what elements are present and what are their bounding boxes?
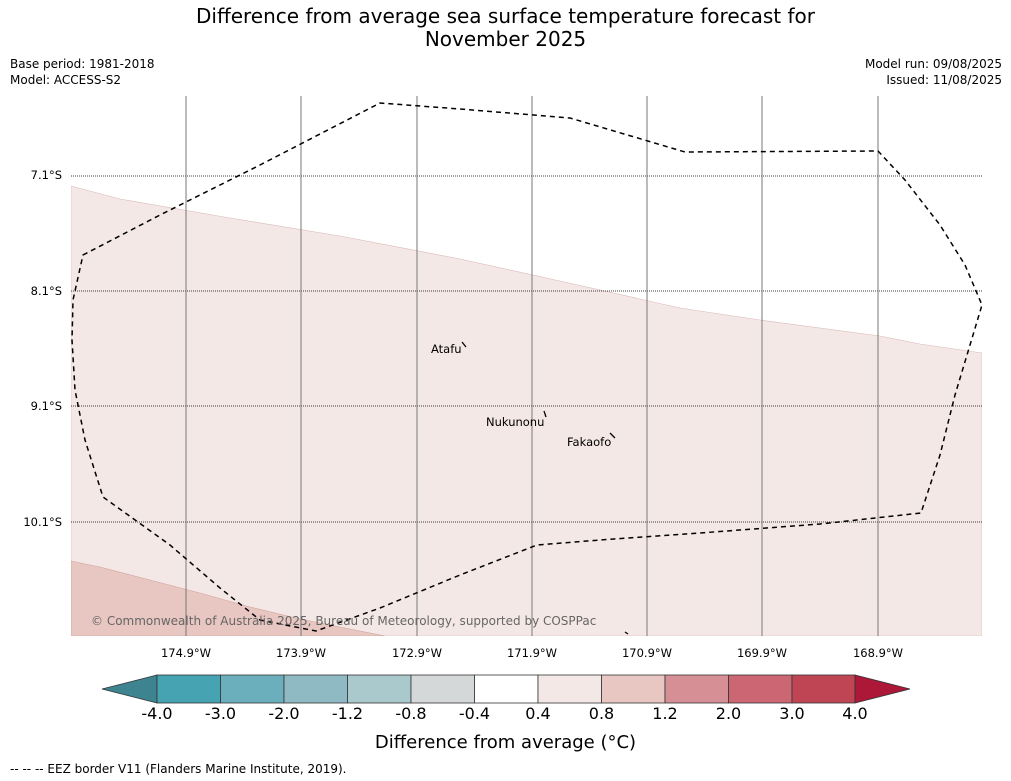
colorbar-segment-8 [601,674,666,704]
title-line-1: Difference from average sea surface temp… [195,4,815,28]
lat-label-9-1: 9.1°S [30,399,62,413]
colorbar-segment-5 [410,674,475,704]
colorbar-tick: -1.2 [331,704,364,723]
colorbar-tick: 0.8 [588,704,615,723]
lat-label-8-1: 8.1°S [30,284,62,298]
lon-label-172-9: 172.9°W [391,646,443,660]
colorbar-segment-3 [283,674,348,704]
islands [461,341,629,635]
lon-label-170-9: 170.9°W [621,646,673,660]
lon-label-169-9: 169.9°W [736,646,788,660]
colorbar-segment-4 [347,674,412,704]
colorbar-tick: 2.0 [715,704,742,723]
longitude-gridlines [185,96,879,636]
islet-shape [624,631,629,635]
colorbar-tick: 0.4 [525,704,551,723]
place-nukunonu: Nukunonu [486,415,545,429]
colorbar-tick: -4.0 [141,704,173,723]
lon-label-173-9: 173.9°W [275,646,327,660]
colorbar-label: Difference from average (°C) [374,732,637,753]
colorbar-segment-9 [664,674,729,704]
colorbar-segment-6 [474,674,539,704]
colorbar-segment-10 [728,674,793,704]
lat-label-7-1: 7.1°S [30,168,62,182]
colorbar-tick: -0.4 [458,704,491,723]
colorbar-extend-high [854,674,911,704]
map-area [71,96,982,636]
colorbar-tick: 1.2 [652,704,678,723]
lon-label-174-9: 174.9°W [160,646,212,660]
colorbar-extend-low [101,674,158,704]
lon-label-171-9: 171.9°W [506,646,558,660]
colorbar-tick: -2.0 [268,704,300,723]
place-fakaofo: Fakaofo [567,435,612,449]
issued-date: Issued: 11/08/2025 [886,73,1002,87]
colorbar-segment-1 [156,674,221,704]
eez-border-legend: -- -- -- EEZ border V11 (Flanders Marine… [10,762,347,776]
colorbar-tick: 3.0 [779,704,805,723]
fakaofo-island-shape [609,432,616,439]
colorbar [101,674,911,704]
lon-label-168-9: 168.9°W [852,646,904,660]
base-period: Base period: 1981-2018 [10,57,155,71]
colorbar-segment-7 [537,674,602,704]
place-atafu: Atafu [431,342,462,356]
title-line-2: November 2025 [424,27,587,51]
colorbar-tick: 4.0 [842,704,868,723]
chart-title: Difference from average sea surface temp… [0,5,1011,51]
colorbar-tick: -0.8 [395,704,427,723]
model-name: Model: ACCESS-S2 [10,73,122,87]
atafu-island-shape [461,341,467,348]
anomaly-zone-0-4-to-0-8 [71,185,982,636]
colorbar-tick: -3.0 [204,704,237,723]
nukunonu-island-shape [543,410,547,418]
eez-border [71,102,982,632]
colorbar-segment-11 [791,674,856,704]
anomaly-zone-0-8-to-1-2 [71,560,386,636]
lat-label-10-1: 10.1°S [23,515,62,529]
metadata-left: Base period: 1981-2018 Model: ACCESS-S2 [10,56,155,88]
colorbar-segment-2 [220,674,285,704]
copyright-notice: © Commonwealth of Australia 2025, Bureau… [91,614,597,628]
metadata-right: Model run: 09/08/2025 Issued: 11/08/2025 [865,56,1002,88]
model-run: Model run: 09/08/2025 [864,57,1002,71]
